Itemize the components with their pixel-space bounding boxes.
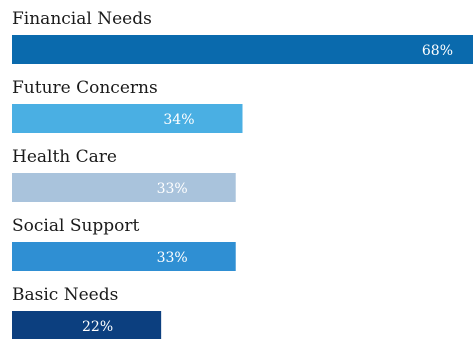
category-label: Future Concerns <box>12 78 158 98</box>
bar <box>12 311 162 339</box>
bar-group-health-care: Health Care 33% <box>12 147 236 202</box>
category-label: Health Care <box>12 147 117 167</box>
category-label: Financial Needs <box>12 9 152 29</box>
category-label: Basic Needs <box>12 285 118 305</box>
category-label: Social Support <box>12 216 140 236</box>
value-label: 33% <box>157 250 188 266</box>
bar-group-future-concerns: Future Concerns 34% <box>12 78 243 133</box>
bar <box>12 104 243 133</box>
value-label: 22% <box>82 319 113 335</box>
bar-group-basic-needs: Basic Needs 22% <box>12 285 162 339</box>
bar <box>12 173 236 202</box>
bar-group-financial-needs: Financial Needs 68% <box>12 9 473 64</box>
value-label: 33% <box>157 181 188 197</box>
value-label: 68% <box>422 43 453 59</box>
value-label: 34% <box>163 112 194 128</box>
bar <box>12 35 473 64</box>
bar <box>12 242 236 271</box>
bar-group-social-support: Social Support 33% <box>12 216 236 271</box>
